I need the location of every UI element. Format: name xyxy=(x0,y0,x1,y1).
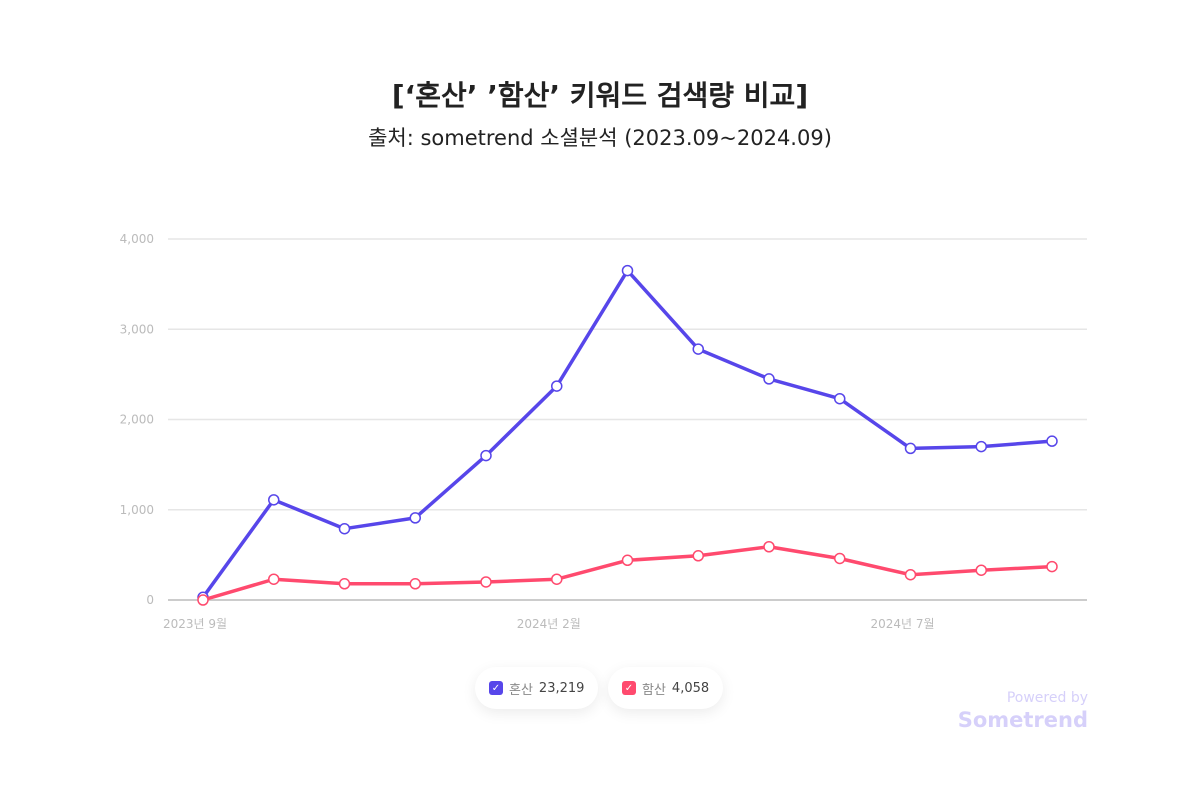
data-point xyxy=(834,392,846,405)
y-tick-label: 1,000 xyxy=(120,503,154,517)
x-tick-label: 2024년 7월 xyxy=(871,617,935,631)
y-tick-label: 0 xyxy=(146,593,154,607)
data-point xyxy=(763,541,775,553)
chart-subtitle: 출처: sometrend 소셜분석 (2023.09~2024.09) xyxy=(368,126,832,150)
legend-total: 23,219 xyxy=(538,680,585,696)
data-point xyxy=(268,573,280,585)
legend-item-hamsan[interactable]: ✓ 함산 4,058 xyxy=(608,667,724,709)
data-point xyxy=(409,578,421,590)
data-point xyxy=(904,568,917,581)
data-point xyxy=(692,550,704,562)
series-line-0 xyxy=(201,268,1053,599)
data-point xyxy=(834,552,846,565)
powered-by-text: Powered by xyxy=(1006,690,1088,706)
checkbox-icon[interactable]: ✓ xyxy=(622,681,636,695)
data-point xyxy=(338,578,351,590)
data-point xyxy=(904,442,917,455)
data-point xyxy=(480,449,492,462)
data-point xyxy=(551,380,563,392)
data-point xyxy=(763,373,775,385)
chart-title: [‘혼산’ ’함산’ 키워드 검색량 비교] xyxy=(391,79,809,112)
data-point xyxy=(480,576,492,588)
data-point xyxy=(268,494,280,506)
legend-total: 4,058 xyxy=(671,680,710,696)
data-point xyxy=(692,343,704,355)
data-point xyxy=(975,564,987,576)
legend-item-honsan[interactable]: ✓ 혼산 23,219 xyxy=(475,667,599,709)
data-point xyxy=(621,554,634,567)
y-tick-label: 3,000 xyxy=(120,322,154,336)
data-point xyxy=(338,522,351,535)
x-tick-label: 2024년 2월 xyxy=(517,617,581,631)
legend-label: 함산 xyxy=(642,682,666,698)
x-tick-label: 2023년 9월 xyxy=(163,617,227,631)
data-point xyxy=(1046,435,1058,447)
data-point xyxy=(409,512,421,524)
data-point xyxy=(551,573,563,585)
data-point xyxy=(197,594,209,606)
checkbox-icon[interactable]: ✓ xyxy=(489,681,503,695)
data-point xyxy=(1046,560,1058,573)
data-point xyxy=(975,440,987,453)
y-tick-label: 2,000 xyxy=(120,413,154,427)
y-tick-label: 4,000 xyxy=(120,232,154,246)
brand-logo: Sometrend xyxy=(957,708,1088,732)
legend-label: 혼산 xyxy=(509,682,533,698)
data-point xyxy=(621,264,634,277)
